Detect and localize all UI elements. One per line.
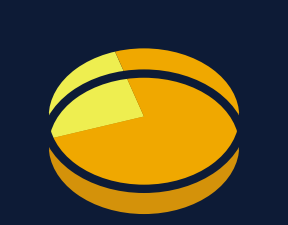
Polygon shape: [50, 45, 243, 189]
Polygon shape: [50, 118, 243, 218]
Polygon shape: [45, 117, 243, 218]
Polygon shape: [50, 117, 144, 169]
Ellipse shape: [45, 74, 243, 218]
Polygon shape: [45, 117, 50, 169]
Polygon shape: [45, 49, 144, 139]
Polygon shape: [50, 117, 144, 169]
